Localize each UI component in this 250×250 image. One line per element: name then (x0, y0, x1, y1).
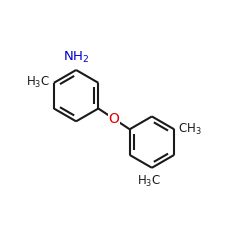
Text: O: O (108, 112, 120, 126)
Text: H$_3$C: H$_3$C (138, 174, 162, 189)
Text: NH$_2$: NH$_2$ (63, 50, 89, 64)
Text: CH$_3$: CH$_3$ (178, 122, 202, 137)
Text: H$_3$C: H$_3$C (26, 75, 50, 90)
